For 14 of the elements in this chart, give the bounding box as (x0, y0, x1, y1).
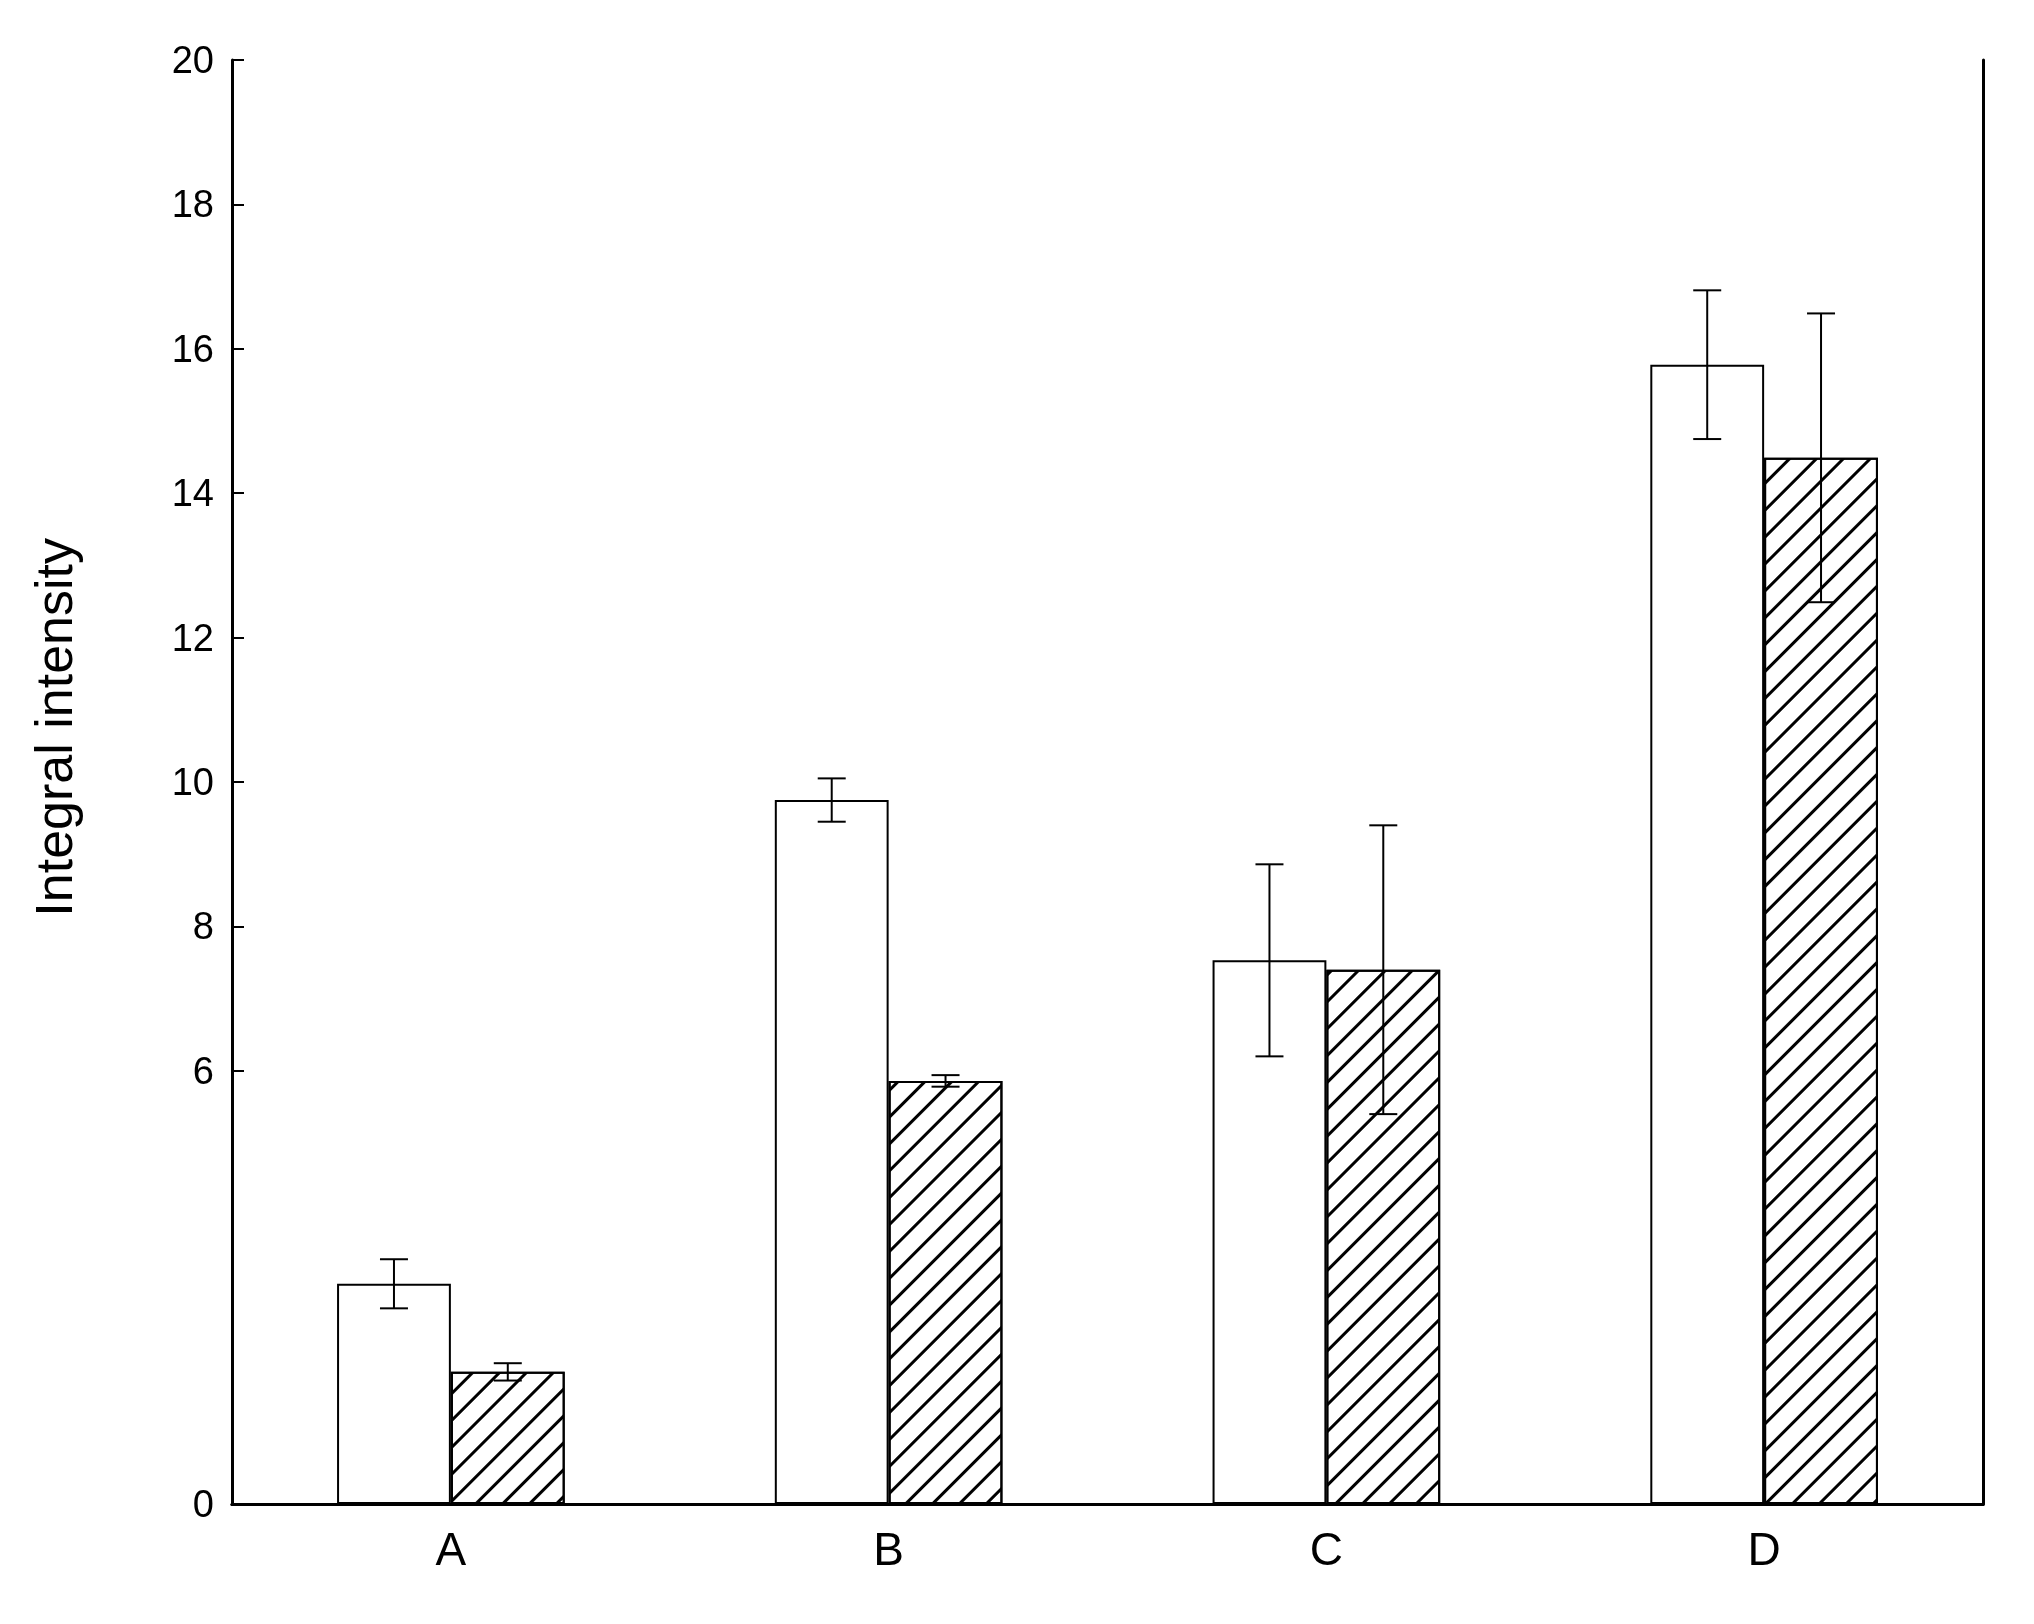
x-tick-label: A (435, 1523, 467, 1575)
x-tick-label: D (1747, 1523, 1781, 1575)
y-tick-label: 0 (192, 1483, 214, 1525)
y-tick-label: 16 (171, 327, 214, 370)
y-tick-label: 20 (171, 39, 214, 81)
y-tick-label: 8 (192, 905, 214, 948)
y-axis-title: Integral intensity (25, 537, 83, 917)
y-tick-label: 12 (171, 616, 214, 659)
y-tick-label: 6 (192, 1049, 214, 1092)
x-tick-label: B (873, 1523, 904, 1575)
y-tick-label: 14 (171, 472, 214, 515)
y-tick-label: 10 (171, 761, 214, 803)
y-tick-label: 18 (171, 183, 214, 226)
x-tick-label: C (1309, 1523, 1343, 1575)
